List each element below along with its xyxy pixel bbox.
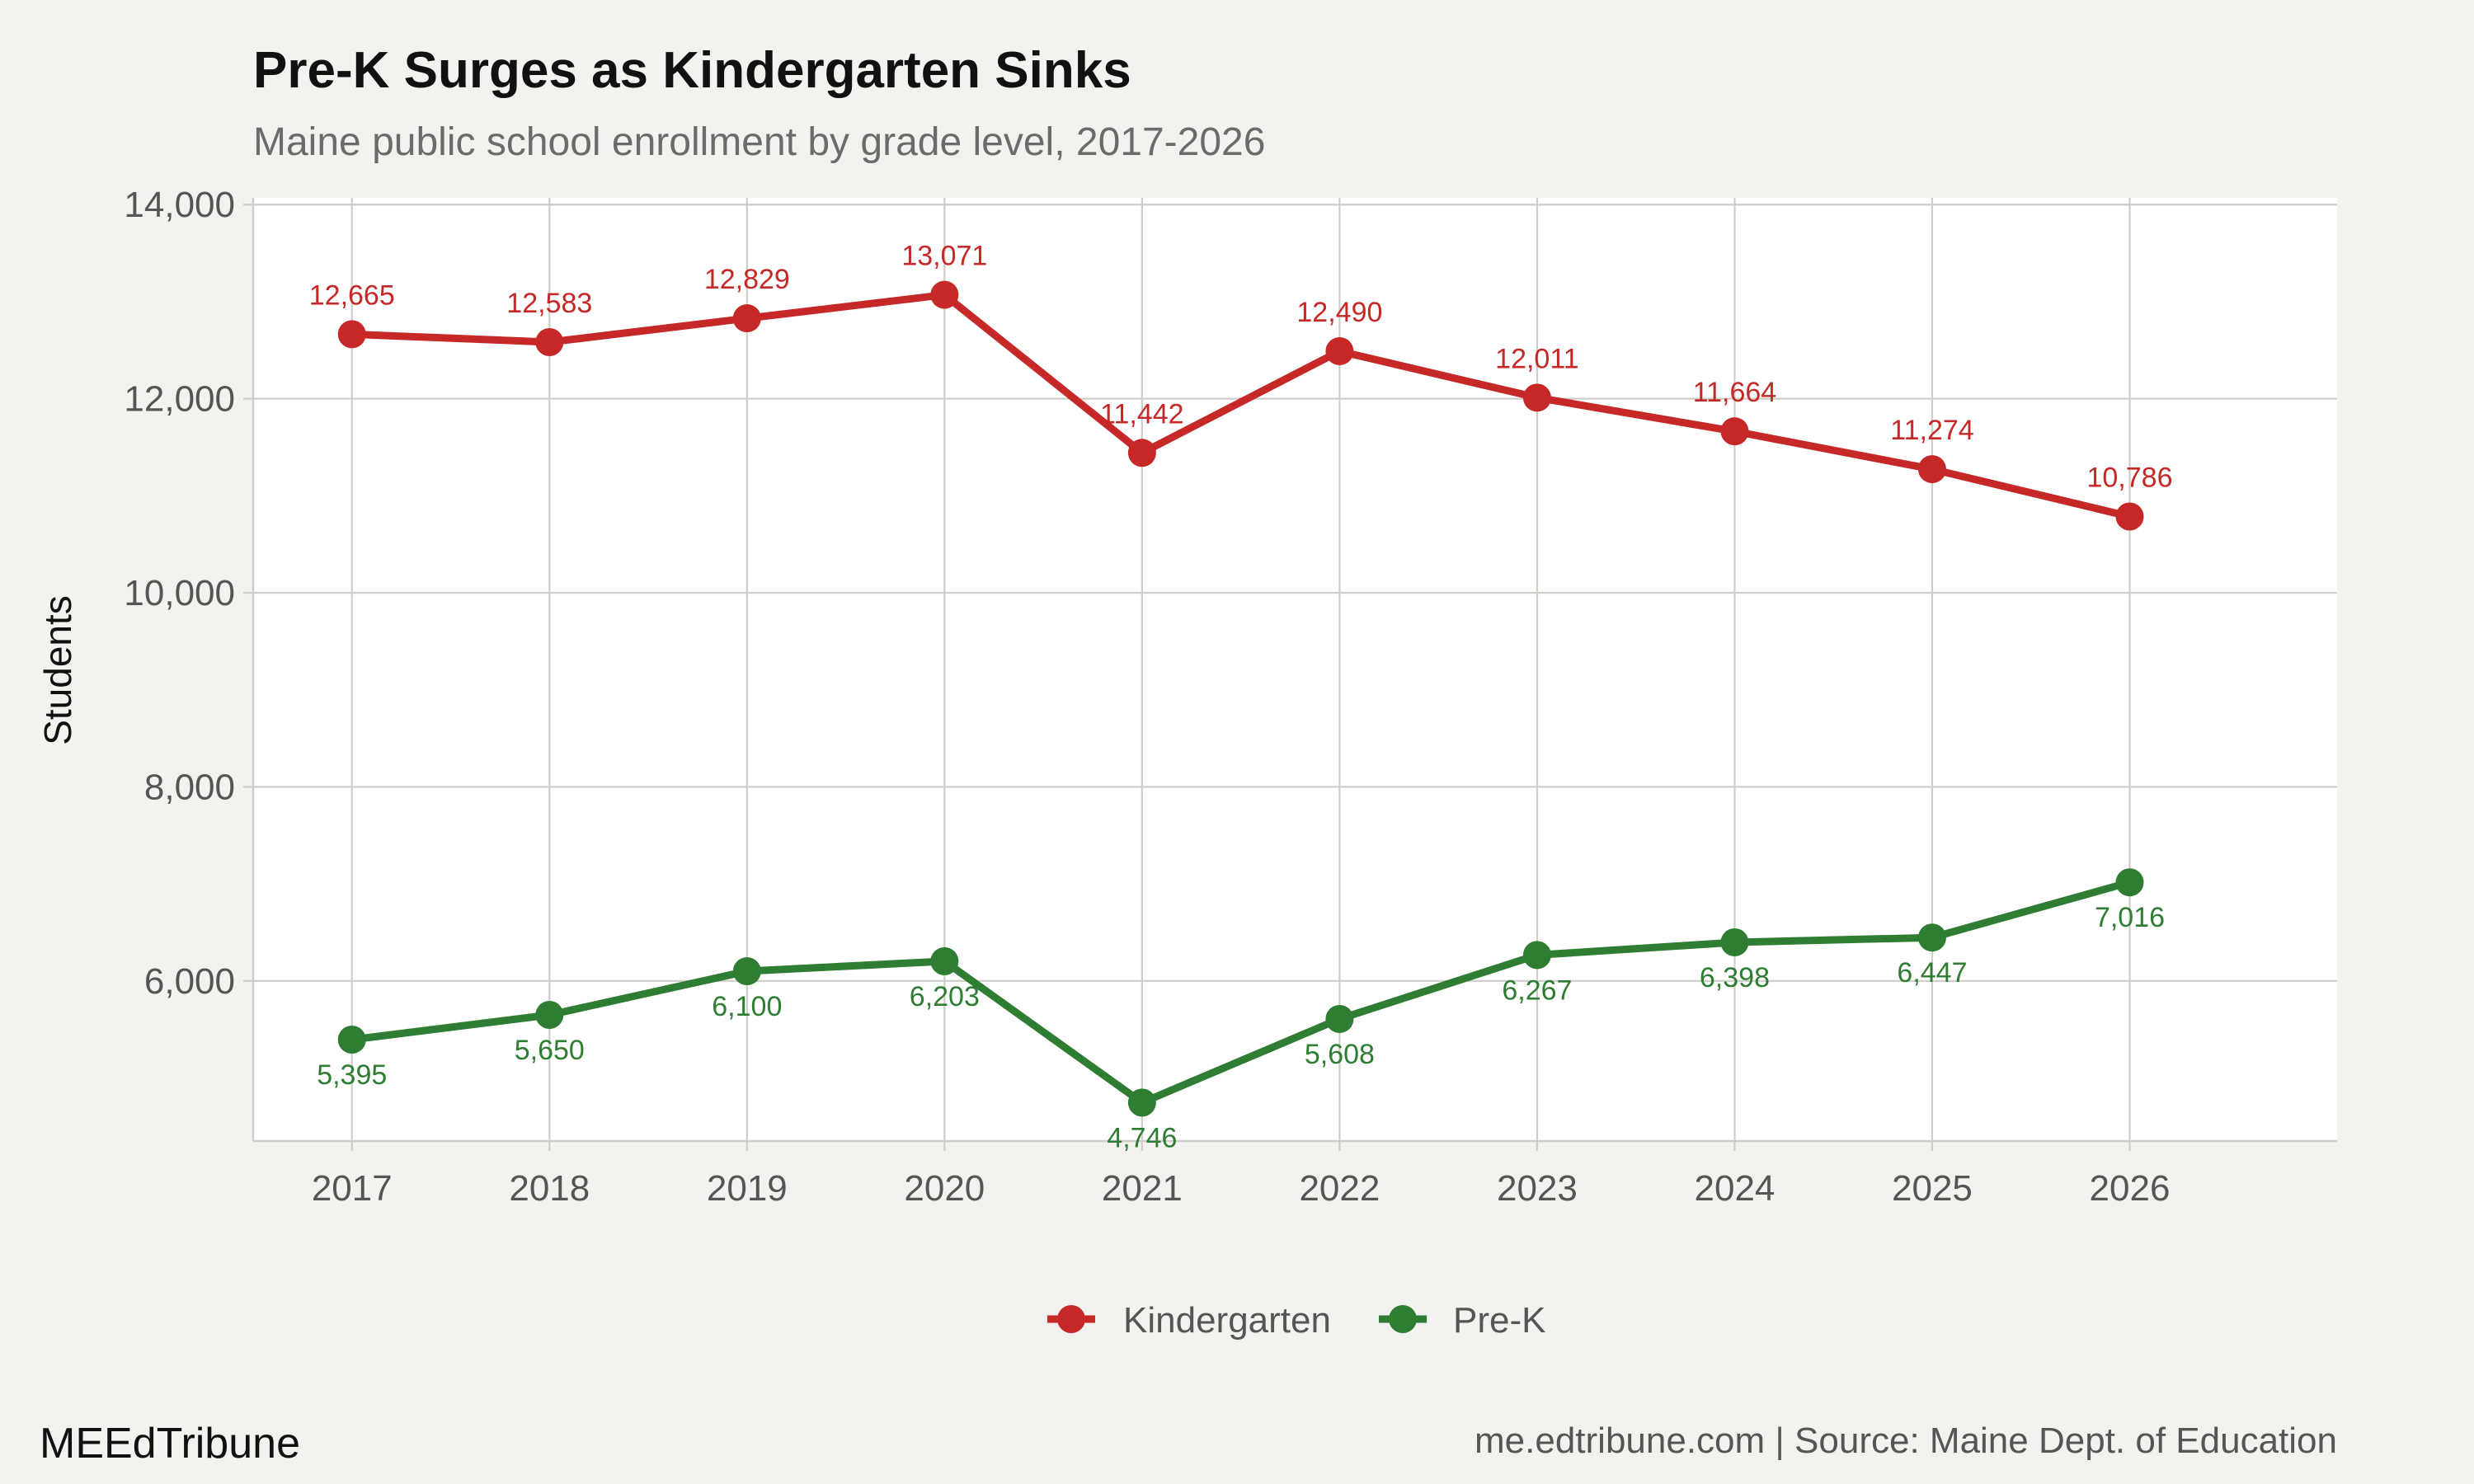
pre-k-point (930, 946, 959, 975)
pre-k-point (1522, 941, 1551, 970)
legend-label: Pre-K (1453, 1300, 1545, 1341)
kindergarten-point (337, 320, 366, 349)
y-tick-label: 6,000 (144, 961, 235, 1002)
kindergarten-data-label: 11,442 (1100, 398, 1183, 430)
pre-k-point (2115, 868, 2144, 897)
chart-title: Pre-K Surges as Kindergarten Sinks (253, 42, 1131, 99)
pre-k-point (535, 1000, 564, 1029)
pre-k-data-label: 6,447 (1897, 957, 1967, 989)
grid-lines (253, 198, 2337, 1141)
y-tick-label: 12,000 (124, 379, 235, 420)
pre-k-data-label: 6,267 (1502, 974, 1572, 1006)
pre-k-point (1917, 923, 1946, 952)
series-group (337, 280, 2144, 1117)
source-caption: me.edtribune.com | Source: Maine Dept. o… (1475, 1421, 2337, 1461)
kindergarten-data-label: 12,490 (1296, 297, 1382, 328)
legend-item-kindergarten: Kindergarten (1047, 1300, 1331, 1341)
kindergarten-data-label: 12,583 (506, 288, 592, 319)
pre-k-data-label: 5,395 (317, 1059, 387, 1091)
kindergarten-data-label: 12,665 (309, 279, 395, 311)
kindergarten-point (1127, 439, 1156, 467)
pre-k-data-label: 6,398 (1700, 962, 1770, 993)
pre-k-point (1720, 928, 1749, 956)
pre-k-data-label: 6,100 (712, 991, 782, 1022)
y-tick-label: 14,000 (124, 185, 235, 225)
legend-swatch-point (1057, 1305, 1085, 1333)
y-tick-label: 10,000 (124, 573, 235, 613)
y-tick-label: 8,000 (144, 767, 235, 807)
x-tick-label: 2017 (312, 1168, 393, 1209)
kindergarten-point (1720, 417, 1749, 446)
x-tick-label: 2019 (707, 1168, 788, 1209)
x-tick-label: 2022 (1299, 1168, 1380, 1209)
x-tick-label: 2018 (509, 1168, 590, 1209)
x-tick-label: 2023 (1497, 1168, 1578, 1209)
kindergarten-line (348, 291, 2133, 520)
pre-k-line (348, 878, 2133, 1106)
pre-k-point (337, 1026, 366, 1054)
kindergarten-data-label: 11,664 (1693, 377, 1776, 408)
pre-k-data-label: 7,016 (2095, 902, 2165, 933)
legend-item-pre-k: Pre-K (1379, 1300, 1545, 1341)
kindergarten-point (1917, 455, 1946, 484)
plot-area (253, 198, 2337, 1141)
legend-swatch-point (1389, 1305, 1417, 1333)
kindergarten-point (2115, 502, 2144, 531)
legend: Kindergarten Pre-K (1047, 1300, 1545, 1341)
kindergarten-data-label: 13,071 (901, 241, 987, 272)
chart-subtitle: Maine public school enrollment by grade … (253, 120, 1265, 164)
x-tick-label: 2021 (1102, 1168, 1183, 1209)
data-labels: 12,665 12,583 12,829 13,071 11,442 12,490 12,0… (309, 241, 2173, 1154)
axes: 6,000 8,000 10,000 12,000 14,000 2017 2018 2019… (124, 185, 2337, 1209)
x-tick-label: 2024 (1695, 1168, 1776, 1209)
pre-k-point (1127, 1088, 1156, 1117)
kindergarten-point (1522, 383, 1551, 412)
pre-k-data-label: 5,608 (1305, 1039, 1375, 1070)
kindergarten-point (930, 280, 959, 309)
kindergarten-point (1325, 336, 1354, 365)
legend-label: Kindergarten (1123, 1300, 1331, 1341)
kindergarten-data-label: 11,274 (1890, 415, 1973, 446)
x-tick-label: 2020 (904, 1168, 985, 1209)
brand-name: MEEdTribune (40, 1420, 300, 1468)
kindergarten-point (732, 304, 761, 333)
pre-k-point (1325, 1004, 1354, 1033)
pre-k-data-label: 5,650 (515, 1035, 585, 1066)
x-tick-label: 2025 (1892, 1168, 1973, 1209)
kindergarten-data-label: 12,829 (704, 264, 790, 295)
x-tick-label: 2026 (2090, 1168, 2171, 1209)
kindergarten-data-label: 10,786 (2086, 463, 2172, 494)
pre-k-data-label: 4,746 (1107, 1122, 1177, 1153)
pre-k-point (732, 957, 761, 986)
kindergarten-point (535, 328, 564, 357)
kindergarten-data-label: 12,011 (1495, 343, 1578, 374)
pre-k-data-label: 6,203 (910, 981, 980, 1012)
y-axis-title: Students (36, 595, 79, 745)
